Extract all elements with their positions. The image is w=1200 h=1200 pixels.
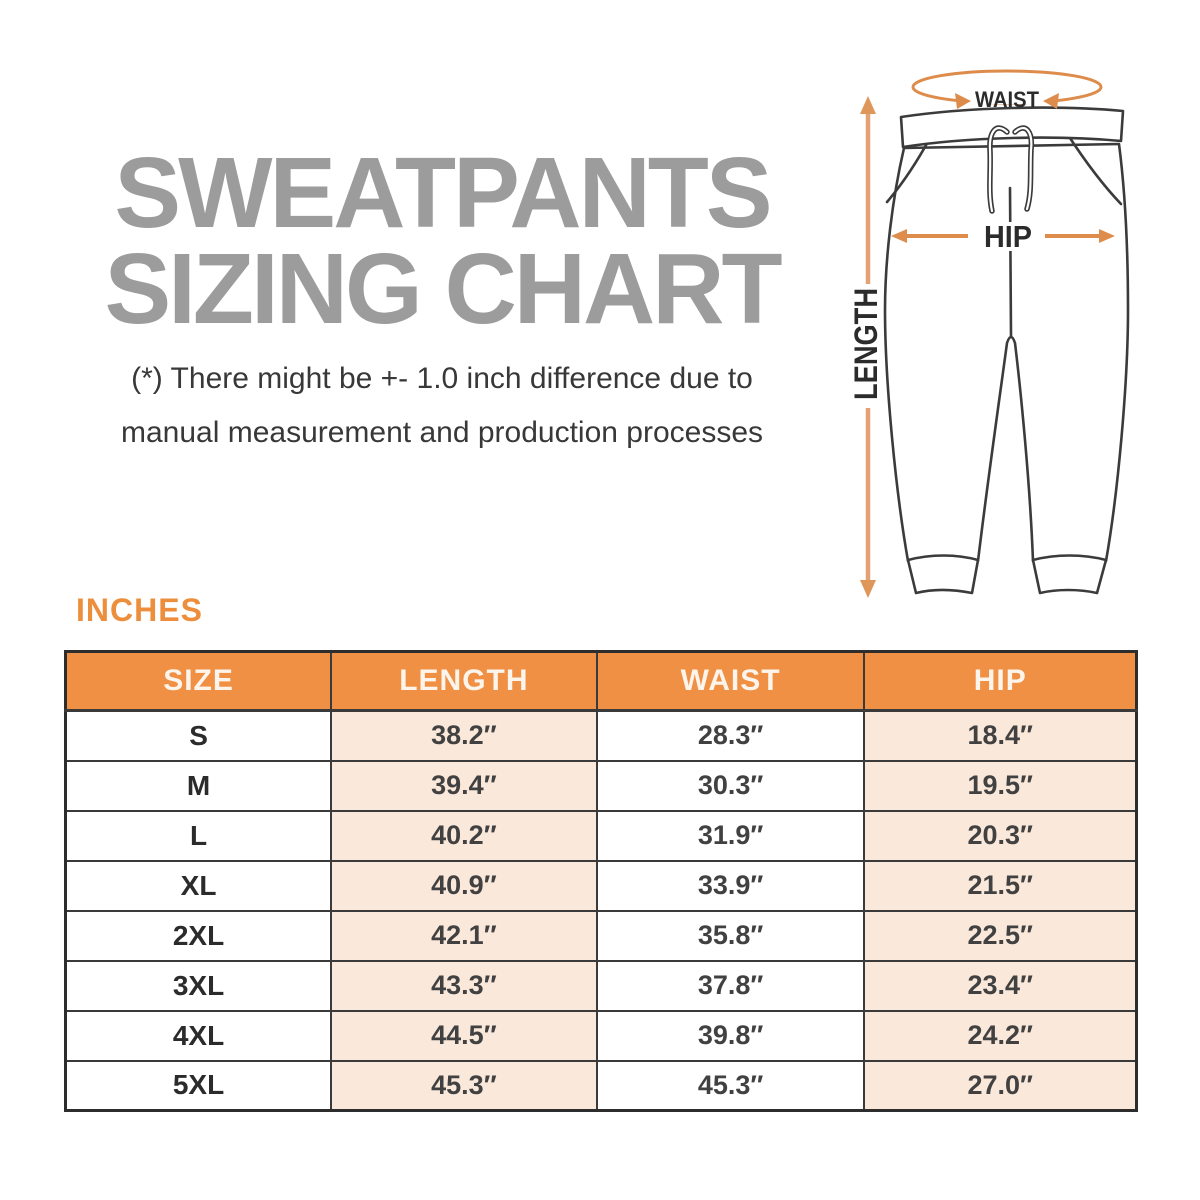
waist-cell: 39.8″ [595, 1009, 866, 1062]
waist-cell: 30.3″ [595, 759, 866, 812]
length-cell: 39.4″ [330, 759, 598, 812]
size-cell: 3XL [64, 959, 333, 1012]
waist-label: WAIST [975, 87, 1040, 112]
table-row: L 40.2″ 31.9″ 20.3″ [64, 809, 1138, 862]
disclaimer-line2: manual measurement and production proces… [120, 416, 764, 449]
left-cuff [906, 554, 980, 595]
units-label: INCHES [76, 592, 203, 628]
table-row: S 38.2″ 28.3″ 18.4″ [64, 709, 1138, 762]
disclaimer-line1: (*) There might be +- 1.0 inch differenc… [131, 362, 753, 395]
sweatpants-diagram: WAIST HIP LENGTH [848, 69, 1130, 598]
sweatpants-outline-icon [883, 106, 1130, 595]
header-size: SIZE [64, 650, 333, 712]
table-row: M 39.4″ 30.3″ 19.5″ [64, 759, 1138, 812]
header-waist: WAIST [595, 650, 866, 712]
drawstring-icon [987, 125, 1035, 214]
page-title: SWEATPANTS SIZING CHART [0, 137, 884, 345]
disclaimer-note: (*) There might be +- 1.0 inch differenc… [0, 352, 884, 460]
hip-label: HIP [984, 219, 1032, 254]
waist-cell: 37.8″ [595, 959, 866, 1012]
hip-cell: 19.5″ [863, 759, 1138, 812]
size-cell: S [64, 709, 333, 762]
table-row: XL 40.9″ 33.9″ 21.5″ [64, 859, 1138, 912]
table-header-row: SIZE LENGTH WAIST HIP [64, 650, 1138, 712]
length-cell: 40.9″ [330, 859, 598, 912]
sizing-table: SIZE LENGTH WAIST HIP S 38.2″ 28.3″ 18.4… [64, 650, 1138, 1112]
waist-cell: 28.3″ [595, 709, 866, 762]
waist-cell: 45.3″ [595, 1059, 866, 1112]
table-row: 2XL 42.1″ 35.8″ 22.5″ [64, 909, 1138, 962]
hip-cell: 22.5″ [863, 909, 1138, 962]
hip-cell: 24.2″ [863, 1009, 1138, 1062]
waist-cell: 35.8″ [595, 909, 866, 962]
length-cell: 38.2″ [330, 709, 598, 762]
size-cell: L [64, 809, 333, 862]
hip-measure-arrow [891, 229, 1115, 243]
length-cell: 40.2″ [330, 809, 598, 862]
hip-cell: 27.0″ [863, 1059, 1138, 1112]
size-cell: 4XL [64, 1009, 333, 1062]
length-measure-arrow [860, 96, 876, 598]
hip-cell: 18.4″ [863, 709, 1138, 762]
hip-cell: 23.4″ [863, 959, 1138, 1012]
page-title-line2: SIZING CHART [104, 233, 782, 345]
length-cell: 45.3″ [330, 1059, 598, 1112]
right-pocket-seam [1066, 133, 1123, 206]
length-label: LENGTH [848, 288, 884, 400]
waist-cell: 31.9″ [595, 809, 866, 862]
waist-cell: 33.9″ [595, 859, 866, 912]
header-hip: HIP [863, 650, 1138, 712]
hip-cell: 21.5″ [863, 859, 1138, 912]
size-cell: M [64, 759, 333, 812]
length-cell: 44.5″ [330, 1009, 598, 1062]
right-cuff [1031, 554, 1108, 595]
length-cell: 42.1″ [330, 909, 598, 962]
waistband [899, 106, 1125, 149]
table-row: 5XL 45.3″ 45.3″ 27.0″ [64, 1059, 1138, 1112]
size-cell: 2XL [64, 909, 333, 962]
page-title-line1: SWEATPANTS [114, 137, 772, 249]
header-length: LENGTH [330, 650, 598, 712]
table-row: 3XL 43.3″ 37.8″ 23.4″ [64, 959, 1138, 1012]
table-row: 4XL 44.5″ 39.8″ 24.2″ [64, 1009, 1138, 1062]
size-cell: 5XL [64, 1059, 333, 1112]
waist-measure-arrow [911, 69, 1103, 109]
size-cell: XL [64, 859, 333, 912]
length-cell: 43.3″ [330, 959, 598, 1012]
hip-cell: 20.3″ [863, 809, 1138, 862]
